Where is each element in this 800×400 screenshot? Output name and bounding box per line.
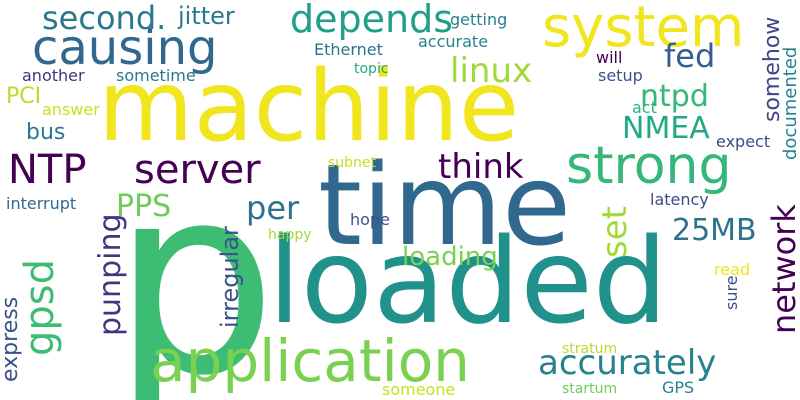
word-ntp: NTP [8,147,87,193]
word-someone: someone [382,380,456,399]
word-subnet: subnet [328,155,377,171]
word-getting: getting [450,10,508,29]
word-expect: expect [716,132,771,151]
word-hope: hope [350,210,390,229]
word-happy: happy [268,227,312,243]
word-linux: linux [450,51,533,91]
word-startum: startum [562,381,618,397]
word-topic: topic [354,61,389,77]
word-fed: fed [664,37,716,75]
word-gps: GPS [662,378,695,397]
word-set: set [595,206,635,258]
word-system: system [542,0,745,60]
word-machine: machine [98,50,520,164]
word-interrupt: interrupt [6,194,77,213]
word-second: second. [42,0,167,37]
word-depends: depends [290,0,454,41]
word-sure: sure [722,275,741,310]
word-express: express [0,296,23,382]
word-nmea: NMEA [622,111,710,146]
word-bus: bus [26,120,66,145]
word-sometime: sometime [116,66,196,85]
word-documented: documented [780,46,800,160]
word-read: read [714,260,751,279]
word-causing: causing [32,20,218,76]
word-pps: PPS [116,189,172,224]
word-pci: PCI [6,84,42,109]
word-accurate: accurate [418,32,489,51]
word-accurately: accurately [538,343,717,383]
word-p: p [112,131,278,400]
word-answer: answer [42,100,100,119]
word-latency: latency [650,190,709,209]
word-punping: punping [93,213,128,336]
word-gpsd: gpsd [17,258,63,356]
word-setup: setup [598,66,643,85]
word-think: think [438,147,524,187]
word-per: per [246,189,300,227]
word-stratum: stratum [562,341,618,357]
word-act: act [632,98,657,117]
word-ethernet: Ethernet [314,40,383,59]
word-loaded: loaded [268,212,668,350]
word-application: application [150,327,470,395]
word-server: server [134,147,261,193]
word-jitter: jitter [178,2,235,30]
word-network: network [765,204,800,334]
word-strong: strong [566,136,732,196]
word-time: time [318,141,572,271]
word-loading: loading [402,242,498,272]
word-ntpd: ntpd [640,79,709,114]
word-another: another [22,66,85,85]
word-irregular: irregular [216,226,244,328]
word-will: will [596,48,623,67]
word-25mb: 25MB [672,213,757,248]
